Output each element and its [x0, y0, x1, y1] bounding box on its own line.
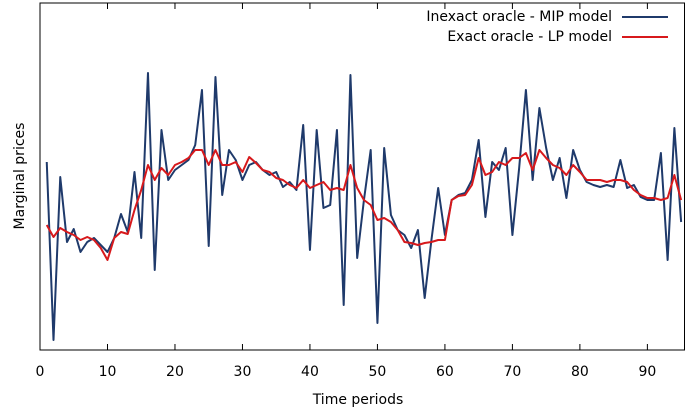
x-tick-label: 50 [369, 364, 387, 380]
y-axis-label: Marginal prices [12, 123, 28, 230]
series-line [45, 72, 683, 341]
legend-label: Exact oracle - LP model [447, 29, 612, 45]
legend-label: Inexact oracle - MIP model [426, 9, 612, 25]
plot-frame [39, 2, 685, 351]
x-tick-label: 90 [638, 364, 656, 380]
x-tick-label: 10 [99, 364, 117, 380]
x-axis-label: Time periods [312, 392, 404, 408]
x-tick-label: 30 [234, 364, 252, 380]
x-tick-label: 40 [301, 364, 319, 380]
x-tick-label: 60 [436, 364, 454, 380]
x-tick-label: 20 [166, 364, 184, 380]
x-tick-label: 0 [36, 364, 45, 380]
x-tick-label: 80 [571, 364, 589, 380]
x-tick-label: 70 [503, 364, 521, 380]
series-line [45, 149, 683, 261]
